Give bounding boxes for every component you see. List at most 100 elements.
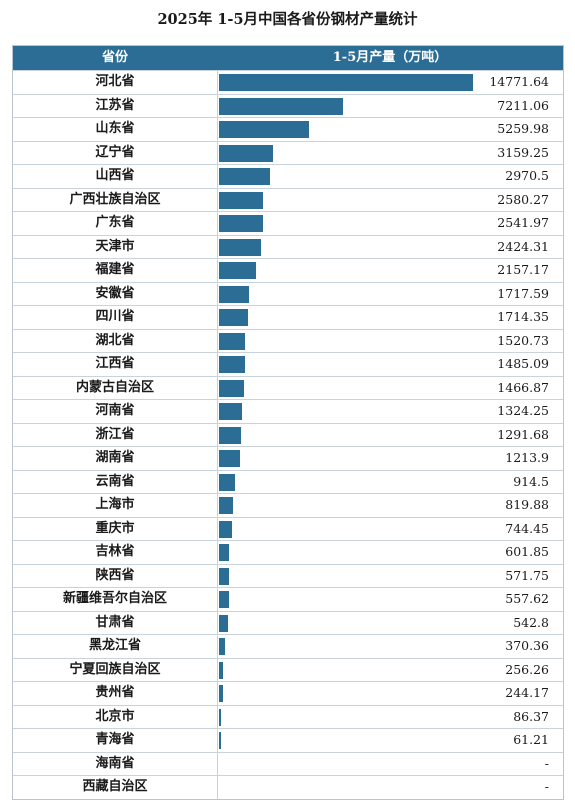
province-name: 湖北省 (95, 332, 135, 348)
production-value: 2424.31 (497, 238, 549, 254)
column-divider (217, 235, 218, 258)
production-bar (219, 661, 224, 679)
production-value: 86.37 (513, 708, 549, 724)
table-row: 天津市 2424.31 (13, 234, 563, 258)
province-name: 江西省 (95, 356, 135, 371)
province-name: 辽宁省 (95, 144, 135, 160)
production-bar (219, 262, 257, 279)
production-bar (219, 238, 261, 256)
table-row: 新疆维吾尔自治区 557.62 (13, 587, 563, 611)
table-row: 甘肃省 542.8 (13, 610, 563, 634)
production-value: 819.88 (505, 497, 549, 512)
province-name: 福建省 (95, 262, 135, 277)
production-value: 256.26 (505, 661, 549, 677)
production-bar (219, 144, 274, 162)
table-row: 广东省 2541.97 (13, 211, 563, 235)
header-province: 省份 (101, 50, 128, 65)
column-divider (217, 141, 218, 164)
column-divider (217, 329, 218, 352)
column-divider (217, 376, 218, 399)
table-row: 上海市 819.88 (13, 493, 563, 517)
production-bar (219, 426, 242, 444)
table-row: 辽宁省 3159.25 (13, 140, 563, 164)
province-name: 新疆维吾尔自治区 (62, 591, 167, 606)
table-row: 陕西省 571.75 (13, 563, 563, 587)
province-name: 安徽省 (95, 285, 135, 301)
production-value: 2157.17 (497, 262, 549, 277)
production-value: 1324.25 (497, 403, 549, 418)
table-row: 西藏自治区 - (13, 775, 563, 799)
table-row: 山东省 5259.98 (13, 117, 563, 141)
column-divider (217, 705, 218, 728)
table-row: 内蒙古自治区 1466.87 (13, 375, 563, 399)
province-name: 黑龙江省 (88, 638, 141, 653)
table-row: 河北省 14771.64 (13, 70, 563, 94)
production-bar (219, 356, 245, 373)
column-divider (217, 165, 218, 188)
column-divider (217, 400, 218, 423)
province-name: 西藏自治区 (82, 779, 148, 794)
table-row: 湖北省 1520.73 (13, 328, 563, 352)
production-bar (219, 74, 473, 91)
production-value: 244.17 (505, 685, 549, 700)
province-name: 湖南省 (95, 450, 135, 465)
table-row: 贵州省 244.17 (13, 681, 563, 705)
production-value: 2580.27 (497, 191, 549, 207)
table-row: 四川省 1714.35 (13, 305, 563, 329)
column-divider (217, 517, 218, 540)
column-divider (217, 71, 218, 94)
table-row: 江西省 1485.09 (13, 352, 563, 376)
production-value: - (544, 755, 549, 771)
province-name: 重庆市 (95, 520, 135, 536)
production-bar (219, 215, 263, 232)
column-divider (217, 752, 218, 775)
province-name: 甘肃省 (95, 614, 135, 630)
column-divider (217, 188, 218, 211)
table-row: 江苏省 7211.06 (13, 93, 563, 117)
table-row: 云南省 914.5 (13, 469, 563, 493)
table-row: 安徽省 1717.59 (13, 281, 563, 305)
province-name: 浙江省 (95, 426, 135, 442)
production-bar (219, 309, 249, 326)
column-divider (217, 541, 218, 564)
column-divider (217, 118, 218, 141)
column-divider (217, 259, 218, 282)
column-divider (217, 776, 218, 799)
production-bar (219, 450, 240, 467)
table-row: 湖南省 1213.9 (13, 446, 563, 470)
column-divider (217, 564, 218, 587)
column-divider (217, 635, 218, 658)
table-row: 黑龙江省 370.36 (13, 634, 563, 658)
production-bar (219, 497, 234, 514)
column-divider (217, 729, 218, 752)
province-name: 山东省 (95, 121, 135, 136)
production-bar (219, 732, 221, 749)
production-value: 1213.9 (505, 450, 549, 465)
table-row: 河南省 1324.25 (13, 399, 563, 423)
production-value: 1717.59 (497, 285, 549, 301)
header-production: 1-5月产量（万吨） (332, 50, 448, 65)
production-bar (219, 168, 271, 185)
table-row: 吉林省 601.85 (13, 540, 563, 564)
production-value: 5259.98 (497, 121, 549, 136)
production-bar (219, 403, 242, 420)
table-row: 青海省 61.21 (13, 728, 563, 752)
province-name: 北京市 (95, 708, 135, 724)
table-row: 广西壮族自治区 2580.27 (13, 187, 563, 211)
table-row: 浙江省 1291.68 (13, 422, 563, 446)
production-bar (219, 379, 245, 397)
production-value: 7211.06 (497, 97, 549, 113)
column-divider (217, 306, 218, 329)
province-name: 河南省 (95, 403, 135, 418)
province-name: 广东省 (95, 215, 135, 230)
production-value: 1291.68 (497, 426, 549, 442)
production-value: 557.62 (505, 591, 549, 606)
province-name: 陕西省 (95, 567, 135, 583)
production-bar (219, 614, 229, 632)
production-value: 744.45 (505, 520, 549, 536)
province-name: 广西壮族自治区 (69, 191, 161, 207)
production-bar (219, 473, 235, 491)
production-bar (219, 567, 229, 585)
column-divider (217, 282, 218, 305)
column-divider (217, 611, 218, 634)
